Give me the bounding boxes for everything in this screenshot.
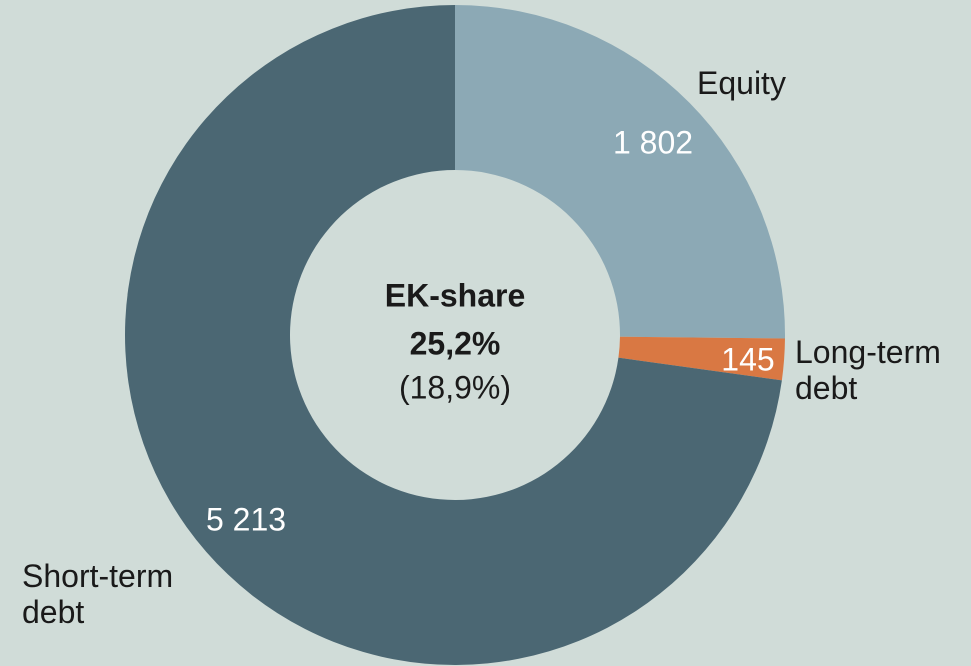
center-label: EK-share [385, 277, 526, 313]
category-label: Short-term debt [22, 558, 173, 630]
value-label: 5 213 [206, 501, 286, 537]
category-label: Long-term debt [795, 334, 941, 406]
category-label: Equity [697, 65, 786, 101]
segments [125, 5, 785, 665]
center-value: 25,2% [410, 325, 501, 361]
center-previous: (18,9%) [399, 369, 511, 405]
donut-segment [125, 5, 782, 665]
donut-segment [455, 5, 785, 339]
value-label: 145 [721, 341, 774, 377]
value-label: 1 802 [613, 124, 693, 160]
donut-segment [618, 336, 785, 381]
